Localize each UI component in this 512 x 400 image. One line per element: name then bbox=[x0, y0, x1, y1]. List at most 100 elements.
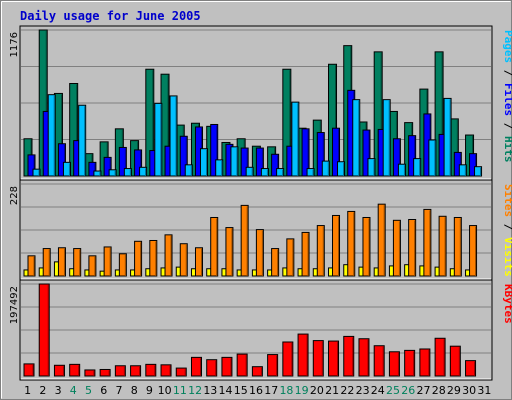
bar-pages-day-20 bbox=[321, 160, 330, 177]
day-label-14: 14 bbox=[219, 384, 233, 397]
bar-kbytes-day-19 bbox=[297, 333, 309, 377]
bar-kbytes-day-7 bbox=[114, 365, 126, 377]
bar-files-day-6 bbox=[103, 156, 112, 177]
bar-kbytes-day-29 bbox=[449, 345, 461, 377]
panel-bottom-legend-item-0: KBytes bbox=[502, 284, 512, 324]
panel-top-legend: Pages / Files / Hits bbox=[502, 30, 512, 163]
bar-kbytes-day-20 bbox=[312, 340, 324, 377]
bar-sites-day-26 bbox=[408, 219, 417, 277]
bar-sites-day-15 bbox=[240, 204, 249, 277]
bar-pages-day-15 bbox=[245, 166, 254, 177]
bar-files-day-11 bbox=[179, 135, 188, 177]
bar-kbytes-day-4 bbox=[69, 363, 81, 377]
bar-sites-day-27 bbox=[423, 208, 432, 277]
bar-pages-day-22 bbox=[352, 99, 361, 177]
panel-mid-legend-item-1: / bbox=[502, 217, 512, 237]
bar-kbytes-day-13 bbox=[206, 359, 218, 377]
day-label-10: 10 bbox=[158, 384, 172, 397]
bar-sites-day-7 bbox=[118, 253, 127, 277]
bar-pages-day-14 bbox=[230, 146, 239, 177]
bar-kbytes-day-10 bbox=[160, 364, 172, 377]
bar-pages-day-30 bbox=[474, 166, 483, 177]
bar-sites-day-28 bbox=[438, 215, 447, 277]
panel-top-legend-item-3: / bbox=[502, 116, 512, 136]
bar-sites-day-13 bbox=[210, 216, 219, 277]
bar-sites-day-9 bbox=[149, 239, 158, 277]
bar-sites-day-23 bbox=[362, 216, 371, 277]
bar-kbytes-day-30 bbox=[465, 360, 477, 377]
bar-pages-day-29 bbox=[458, 164, 467, 177]
bar-sites-day-11 bbox=[179, 243, 188, 277]
bar-files-day-5 bbox=[88, 161, 97, 177]
bar-pages-day-9 bbox=[154, 102, 163, 177]
day-label-27: 27 bbox=[416, 384, 430, 397]
bar-kbytes-day-5 bbox=[84, 369, 96, 377]
bar-pages-day-13 bbox=[215, 159, 224, 177]
bar-pages-day-23 bbox=[367, 158, 376, 177]
bar-sites-day-1 bbox=[27, 255, 36, 277]
day-label-22: 22 bbox=[340, 384, 354, 397]
day-label-12: 12 bbox=[188, 384, 202, 397]
day-label-15: 15 bbox=[234, 384, 248, 397]
panel-mid-legend: Sites / Visits bbox=[502, 184, 512, 277]
panel-bottom-ymax-label: 197492 bbox=[9, 286, 20, 324]
day-label-19: 19 bbox=[295, 384, 309, 397]
bar-pages-day-17 bbox=[276, 168, 285, 177]
bar-sites-day-5 bbox=[88, 255, 97, 277]
bar-sites-day-19 bbox=[301, 231, 310, 277]
bar-kbytes-day-14 bbox=[221, 356, 233, 377]
bar-pages-day-16 bbox=[260, 168, 269, 177]
bar-kbytes-day-8 bbox=[130, 365, 142, 377]
bar-sites-day-30 bbox=[469, 225, 478, 277]
day-label-23: 23 bbox=[356, 384, 370, 397]
day-label-3: 3 bbox=[55, 384, 62, 397]
panel-top-legend-item-4: Hits bbox=[502, 136, 512, 163]
day-label-13: 13 bbox=[203, 384, 217, 397]
bar-pages-day-1 bbox=[32, 168, 41, 177]
bar-kbytes-day-26 bbox=[404, 349, 416, 377]
bar-pages-day-19 bbox=[306, 168, 315, 177]
bar-sites-day-10 bbox=[164, 234, 173, 277]
day-label-7: 7 bbox=[115, 384, 122, 397]
panel-mid-ymax-label: 228 bbox=[9, 186, 20, 205]
bar-files-day-16 bbox=[255, 147, 264, 177]
panel-mid-legend-item-2: Visits bbox=[502, 237, 512, 277]
bar-sites-day-14 bbox=[225, 227, 234, 277]
bar-files-day-7 bbox=[118, 146, 127, 177]
day-label-5: 5 bbox=[85, 384, 92, 397]
bar-kbytes-day-18 bbox=[282, 341, 294, 377]
bar-kbytes-day-24 bbox=[373, 345, 385, 377]
bar-sites-day-18 bbox=[286, 238, 295, 277]
day-label-9: 9 bbox=[146, 384, 153, 397]
day-label-8: 8 bbox=[131, 384, 138, 397]
bar-files-day-15 bbox=[240, 147, 249, 177]
bar-files-day-19 bbox=[301, 128, 310, 177]
bar-sites-day-22 bbox=[347, 210, 356, 277]
bar-pages-day-26 bbox=[413, 158, 422, 177]
bar-sites-day-29 bbox=[453, 216, 462, 277]
bar-sites-day-4 bbox=[73, 248, 82, 277]
bar-pages-day-28 bbox=[443, 97, 452, 177]
bar-pages-day-27 bbox=[428, 139, 437, 177]
bar-kbytes-day-9 bbox=[145, 363, 157, 377]
day-label-16: 16 bbox=[249, 384, 263, 397]
bar-sites-day-17 bbox=[271, 248, 280, 277]
panel-top-legend-item-0: Pages bbox=[502, 30, 512, 63]
day-label-2: 2 bbox=[39, 384, 46, 397]
bar-pages-day-12 bbox=[199, 148, 208, 177]
bar-files-day-3 bbox=[57, 143, 66, 177]
bar-sites-day-12 bbox=[194, 247, 203, 277]
bar-kbytes-day-2 bbox=[38, 283, 50, 377]
bar-pages-day-25 bbox=[397, 163, 406, 177]
bar-files-day-8 bbox=[134, 149, 143, 177]
day-label-30: 30 bbox=[462, 384, 476, 397]
bar-kbytes-day-28 bbox=[434, 337, 446, 377]
bar-pages-day-18 bbox=[291, 101, 300, 177]
bar-pages-day-6 bbox=[108, 169, 117, 177]
day-label-1: 1 bbox=[24, 384, 31, 397]
bar-pages-day-11 bbox=[184, 164, 193, 177]
bar-pages-day-3 bbox=[62, 161, 71, 177]
day-label-21: 21 bbox=[325, 384, 339, 397]
